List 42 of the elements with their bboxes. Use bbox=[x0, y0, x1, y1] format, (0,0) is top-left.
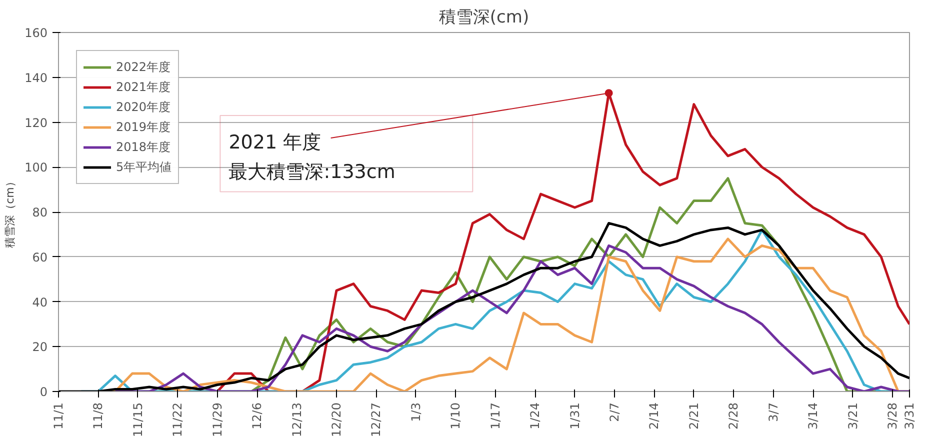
x-tick-label: 3/21 bbox=[846, 402, 860, 430]
x-tick-label: 2/28 bbox=[726, 402, 741, 430]
x-tick-label: 1/24 bbox=[528, 402, 542, 430]
y-tick-label: 80 bbox=[32, 206, 48, 220]
x-tick-label: 11/8 bbox=[91, 402, 106, 430]
y-tick-label: 140 bbox=[24, 70, 48, 85]
x-tick-label: 1/17 bbox=[488, 402, 502, 430]
y-tick-label: 120 bbox=[24, 116, 48, 130]
chart-title: 積雪深(cm) bbox=[438, 8, 530, 28]
x-tick-label: 3/31 bbox=[902, 402, 916, 430]
y-tick-label: 40 bbox=[32, 295, 48, 310]
legend-label: 2021年度 bbox=[116, 78, 171, 96]
y-tick-label: 0 bbox=[40, 385, 48, 399]
y-tick-label: 100 bbox=[24, 160, 48, 175]
x-tick-label: 12/13 bbox=[290, 402, 304, 438]
annotation: 2021 年度 bbox=[228, 132, 322, 154]
x-tick-label: 1/10 bbox=[448, 402, 463, 430]
x-tick-label: 2/14 bbox=[647, 402, 662, 430]
x-tick-label: 11/22 bbox=[170, 402, 185, 438]
annotation: 最大積雪深:133cm bbox=[228, 160, 396, 183]
x-tick-label: 12/27 bbox=[369, 402, 384, 438]
x-tick-label: 3/28 bbox=[885, 402, 900, 430]
x-tick-label: 3/7 bbox=[766, 402, 780, 422]
y-axis-title: 積雪深（cm） bbox=[4, 176, 17, 248]
x-tick-label: 2/7 bbox=[607, 402, 622, 422]
x-tick-label: 11/15 bbox=[130, 402, 145, 438]
legend-label: 2022年度 bbox=[116, 58, 171, 76]
y-tick-label: 60 bbox=[32, 250, 48, 264]
x-tick-label: 1/31 bbox=[568, 402, 582, 430]
legend-label: 2019年度 bbox=[116, 118, 171, 136]
legend-label: 2020年度 bbox=[116, 98, 171, 116]
x-tick-label: 11/29 bbox=[210, 402, 224, 438]
legend-label: 5年平均値 bbox=[116, 158, 172, 176]
x-tick-label: 12/20 bbox=[329, 402, 344, 438]
legend-label: 2018年度 bbox=[116, 138, 171, 156]
y-tick-label: 160 bbox=[24, 26, 48, 40]
x-tick-label: 3/14 bbox=[806, 402, 820, 430]
x-tick-label: 2/21 bbox=[686, 402, 701, 430]
x-tick-label: 12/6 bbox=[250, 402, 264, 430]
y-tick-label: 20 bbox=[32, 340, 48, 354]
x-tick-label: 11/1 bbox=[52, 402, 66, 430]
x-tick-label: 1/3 bbox=[408, 402, 423, 422]
